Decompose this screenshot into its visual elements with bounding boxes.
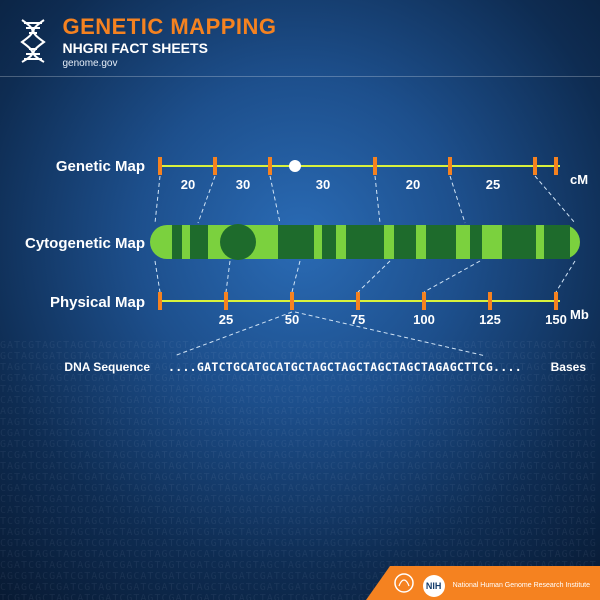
physical-map-tick [224, 292, 228, 310]
physical-map-tick [356, 292, 360, 310]
genetic-map-interval-label: 20 [406, 177, 420, 192]
page-url: genome.gov [62, 58, 276, 69]
physical-map-tick-label: 150 [545, 312, 567, 327]
hhs-seal-icon [393, 572, 415, 599]
chromosome-band [394, 225, 416, 259]
chromosome-band [470, 225, 482, 259]
chromosome-centromere [220, 224, 256, 260]
nih-badge-icon: NIH [423, 575, 445, 597]
chromosome-band [346, 225, 384, 259]
footer-institute-name: National Human Genome Research Institute [453, 582, 590, 590]
genetic-map-unit: cM [570, 172, 588, 187]
chromosome-band [172, 225, 182, 259]
page-subtitle: NHGRI FACT SHEETS [62, 40, 276, 56]
dna-sequence-text: ....GATCTGCATGCATGCTAGCTAGCTAGCTAGCTAGAG… [168, 360, 522, 374]
physical-map-tick [554, 292, 558, 310]
physical-map-tick-label: 75 [351, 312, 365, 327]
chromosome-band [190, 225, 208, 259]
chromosome-band [426, 225, 456, 259]
physical-map-unit: Mb [570, 307, 589, 322]
footer-tab: NIH National Human Genome Research Insti… [390, 566, 600, 600]
physical-map-tick-label: 25 [219, 312, 233, 327]
genetic-map-interval-label: 20 [181, 177, 195, 192]
chromosome-band [278, 225, 314, 259]
header: GENETIC MAPPING NHGRI FACT SHEETS genome… [18, 14, 277, 69]
genetic-map-label: Genetic Map [0, 158, 145, 175]
physical-map-tick-label: 100 [413, 312, 435, 327]
genetic-map-marker [289, 160, 301, 172]
genetic-map-axis: 2030302025 [160, 165, 560, 167]
genetic-map-tick [268, 157, 272, 175]
physical-map-tick [290, 292, 294, 310]
header-divider [0, 76, 600, 77]
genetic-map-tick [554, 157, 558, 175]
genetic-map-interval-label: 30 [236, 177, 250, 192]
physical-map-axis: 255075100125150 [160, 300, 560, 302]
dna-helix-icon [18, 18, 48, 69]
dna-sequence-unit: Bases [551, 360, 586, 374]
genetic-map-interval-label: 30 [316, 177, 330, 192]
chromosome-band [322, 225, 336, 259]
genetic-map-tick [213, 157, 217, 175]
physical-map-tick [158, 292, 162, 310]
page-title: GENETIC MAPPING [62, 14, 276, 40]
cytogenetic-map-label: Cytogenetic Map [0, 235, 145, 252]
genetic-map-tick [158, 157, 162, 175]
physical-map-tick [488, 292, 492, 310]
genetic-map-interval-label: 25 [486, 177, 500, 192]
physical-map-tick-label: 125 [479, 312, 501, 327]
genetic-map-tick [373, 157, 377, 175]
chromosome-band [502, 225, 536, 259]
dna-sequence-label: DNA Sequence [50, 360, 150, 374]
physical-map-tick-label: 50 [285, 312, 299, 327]
physical-map-tick [422, 292, 426, 310]
genetic-map-tick [448, 157, 452, 175]
chromosome-band [544, 225, 570, 259]
physical-map-label: Physical Map [0, 294, 145, 311]
genetic-map-tick [533, 157, 537, 175]
cytogenetic-chromosome [150, 225, 580, 259]
